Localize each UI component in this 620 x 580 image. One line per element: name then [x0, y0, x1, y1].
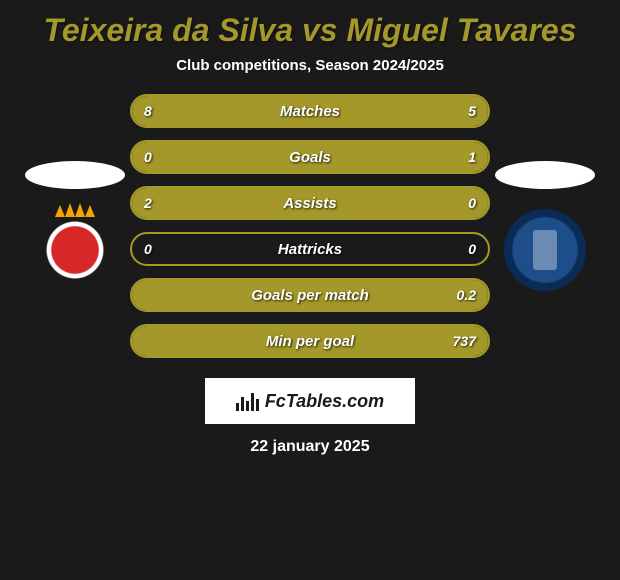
- stat-value-left: 0: [144, 241, 152, 257]
- stat-label: Goals: [289, 149, 331, 166]
- stat-value-left: 0: [144, 149, 152, 165]
- stat-row: 8 Matches 5: [130, 94, 490, 128]
- brand-bars-icon: [236, 391, 259, 411]
- stat-label: Min per goal: [266, 333, 354, 350]
- stat-row: Min per goal 737: [130, 324, 490, 358]
- stat-row: 0 Hattricks 0: [130, 232, 490, 266]
- stats-column: 8 Matches 5 0 Goals 1 2 Assists 0 0 Hattricks 0 Goal…: [130, 94, 490, 358]
- comparison-subtitle: Club competitions, Season 2024/2025: [0, 57, 620, 74]
- comparison-content: 8 Matches 5 0 Goals 1 2 Assists 0 0 Hattricks 0 Goal…: [0, 94, 620, 358]
- club-badge-right: [504, 209, 586, 291]
- comparison-title: Teixeira da Silva vs Miguel Tavares: [0, 0, 620, 49]
- stat-value-left: 2: [144, 195, 152, 211]
- stat-value-right: 0: [468, 241, 476, 257]
- stat-label: Goals per match: [251, 287, 369, 304]
- stat-row: Goals per match 0.2: [130, 278, 490, 312]
- player-right-silhouette: [495, 161, 595, 189]
- stat-label: Assists: [283, 195, 336, 212]
- player-left-silhouette: [25, 161, 125, 189]
- stat-label: Matches: [280, 103, 340, 120]
- player-right-column: [490, 161, 600, 291]
- stat-value-right: 1: [468, 149, 476, 165]
- stat-value-right: 5: [468, 103, 476, 119]
- brand-logo: FcTables.com: [205, 378, 415, 424]
- stat-row: 0 Goals 1: [130, 140, 490, 174]
- stat-label: Hattricks: [278, 241, 342, 258]
- club-badge-left: [34, 209, 116, 291]
- stat-value-left: 8: [144, 103, 152, 119]
- stat-value-right: 0: [468, 195, 476, 211]
- brand-text: FcTables.com: [265, 391, 384, 412]
- stat-value-right: 0.2: [457, 287, 476, 303]
- stat-value-right: 737: [453, 333, 476, 349]
- player-left-column: [20, 161, 130, 291]
- comparison-date: 22 january 2025: [0, 438, 620, 456]
- stat-row: 2 Assists 0: [130, 186, 490, 220]
